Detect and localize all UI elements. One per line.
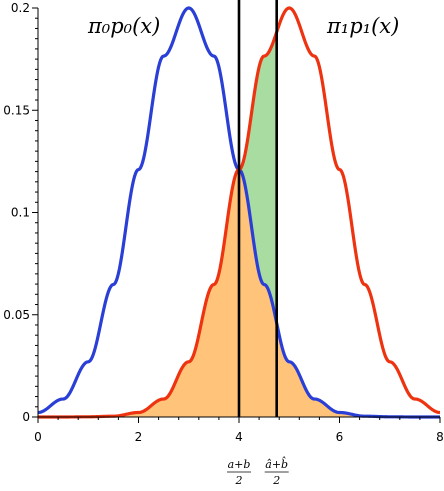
labels: a+b 2 â+b̂ 2 π₀p₀(x) π₁p₁(x) xyxy=(87,14,399,487)
shaded-region-extra xyxy=(239,32,277,324)
y-tick-label: 0.15 xyxy=(3,103,30,117)
threshold-label-numerator: â+b̂ xyxy=(265,457,288,471)
y-tick-label: 0.1 xyxy=(11,206,30,220)
y-tick-label: 0.05 xyxy=(3,308,30,322)
x-tick-label: 2 xyxy=(135,430,143,444)
threshold-lines xyxy=(237,0,278,417)
axes: 0 2 4 6 8 0 0.05 0.1 0.15 0.2 xyxy=(3,1,444,444)
x-tick-label: 8 xyxy=(436,430,444,444)
threshold-label-denominator: 2 xyxy=(272,474,280,486)
curve-label-pi0p0: π₀p₀(x) xyxy=(87,14,160,38)
y-tick-label: 0 xyxy=(22,410,30,424)
threshold-label-numerator: a+b xyxy=(228,458,251,471)
threshold-label-denominator: 2 xyxy=(235,474,243,486)
x-tick-label: 6 xyxy=(336,430,344,444)
x-tick-label: 0 xyxy=(34,430,42,444)
x-tick-label: 4 xyxy=(235,430,243,444)
y-tick-label: 0.2 xyxy=(11,1,30,15)
curve-label-pi1p1: π₁p₁(x) xyxy=(326,14,399,38)
